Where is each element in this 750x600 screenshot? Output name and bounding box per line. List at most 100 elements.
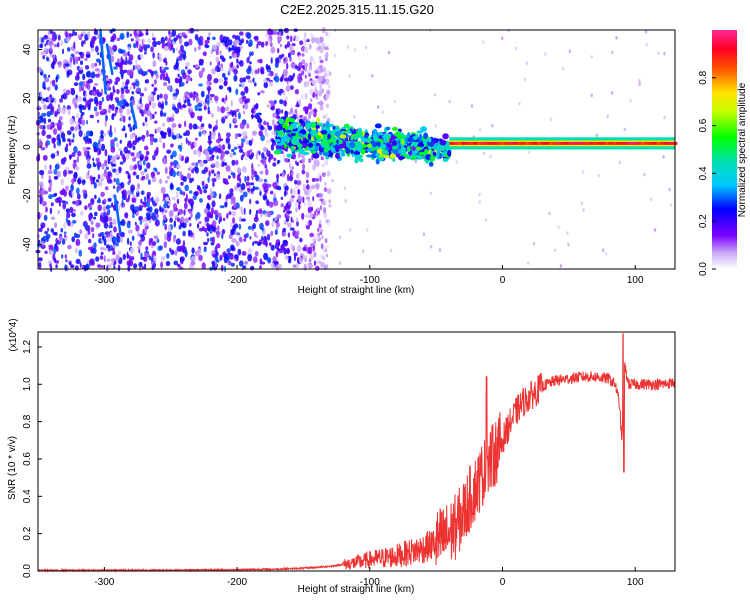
signal-cell bbox=[376, 148, 384, 154]
noise-cell bbox=[51, 79, 56, 87]
noise-cell bbox=[154, 120, 158, 124]
noise-cell bbox=[260, 124, 264, 131]
noise-cell bbox=[181, 222, 187, 229]
noise-cell bbox=[212, 44, 217, 51]
noise-cell bbox=[85, 100, 89, 108]
noise-cell bbox=[303, 81, 307, 88]
noise-cell bbox=[63, 222, 67, 229]
noise-cell bbox=[140, 234, 146, 242]
signal-cell bbox=[442, 158, 449, 162]
noise-cell bbox=[262, 121, 267, 125]
noise-cell bbox=[115, 76, 121, 83]
noise-cell bbox=[67, 138, 71, 142]
noise-cell bbox=[316, 260, 322, 264]
signal-cell bbox=[423, 132, 429, 140]
noise-cell bbox=[307, 201, 312, 208]
noise-cell bbox=[243, 265, 247, 270]
noise-cell bbox=[313, 160, 320, 168]
noise-cell bbox=[132, 145, 136, 151]
noise-cell bbox=[87, 31, 91, 38]
noise-cell bbox=[156, 40, 161, 46]
noise-cell bbox=[155, 72, 159, 80]
noise-cell bbox=[154, 87, 158, 92]
noise-cell bbox=[216, 231, 220, 239]
noise-cell bbox=[178, 37, 183, 45]
noise-cell bbox=[109, 130, 113, 138]
noise-cell bbox=[64, 146, 69, 153]
noise-cell bbox=[176, 163, 181, 169]
signal-cell bbox=[442, 133, 449, 140]
noise-cell bbox=[190, 202, 194, 210]
noise-cell bbox=[239, 77, 244, 83]
noise-cell bbox=[532, 241, 536, 246]
noise-cell bbox=[313, 240, 316, 247]
noise-cell bbox=[164, 66, 169, 70]
noise-cell bbox=[65, 166, 69, 171]
noise-cell bbox=[298, 203, 301, 211]
noise-cell bbox=[223, 256, 229, 264]
signal-cell bbox=[339, 134, 347, 139]
noise-cell bbox=[282, 69, 288, 77]
noise-cell bbox=[284, 44, 288, 49]
noise-cell bbox=[146, 130, 149, 138]
noise-cell bbox=[543, 52, 547, 56]
noise-cell bbox=[164, 36, 168, 41]
noise-cell bbox=[164, 233, 168, 241]
x-tick-label: 100 bbox=[627, 275, 644, 286]
noise-cell bbox=[208, 81, 212, 86]
noise-cell bbox=[325, 263, 329, 270]
signal-cell bbox=[412, 146, 416, 151]
noise-cell bbox=[84, 232, 89, 240]
noise-cell bbox=[306, 69, 310, 75]
noise-cell bbox=[154, 208, 159, 214]
noise-cell bbox=[264, 178, 267, 183]
noise-cell bbox=[239, 122, 245, 130]
noise-cell bbox=[145, 246, 149, 251]
noise-cell bbox=[219, 254, 223, 261]
noise-cell bbox=[297, 188, 300, 195]
noise-cell bbox=[266, 199, 270, 207]
noise-cell bbox=[138, 32, 144, 37]
noise-cell bbox=[277, 247, 280, 252]
noise-cell bbox=[94, 148, 98, 153]
signal-cell bbox=[392, 145, 398, 150]
noise-cell bbox=[77, 177, 82, 185]
noise-cell bbox=[39, 43, 44, 49]
noise-cell bbox=[63, 231, 67, 235]
noise-cell bbox=[595, 133, 598, 138]
noise-cell bbox=[528, 150, 531, 154]
noise-cell bbox=[231, 112, 234, 117]
noise-cell bbox=[147, 38, 152, 43]
noise-cell bbox=[48, 175, 51, 181]
carrier-cell bbox=[465, 141, 471, 145]
noise-cell bbox=[136, 186, 139, 194]
noise-cell bbox=[137, 64, 142, 71]
noise-cell bbox=[50, 228, 55, 233]
noise-cell bbox=[129, 126, 133, 132]
noise-cell bbox=[94, 68, 100, 72]
noise-cell bbox=[65, 37, 70, 42]
noise-cell bbox=[261, 152, 265, 160]
noise-cell bbox=[270, 57, 273, 64]
noise-cell bbox=[41, 129, 46, 136]
noise-cell bbox=[121, 190, 125, 195]
noise-cell bbox=[304, 189, 309, 196]
carrier-cell bbox=[628, 141, 634, 145]
noise-cell bbox=[256, 43, 259, 49]
noise-cell bbox=[43, 164, 48, 171]
noise-cell bbox=[203, 189, 207, 194]
noise-cell bbox=[38, 239, 41, 244]
signal-cell bbox=[325, 142, 330, 149]
noise-cell bbox=[129, 33, 132, 37]
noise-cell bbox=[57, 34, 61, 41]
noise-cell bbox=[305, 108, 309, 115]
noise-cell bbox=[159, 66, 162, 74]
noise-cell bbox=[289, 56, 292, 62]
noise-cell bbox=[230, 262, 235, 267]
noise-cell bbox=[230, 244, 235, 251]
noise-cell bbox=[78, 119, 81, 124]
noise-cell bbox=[265, 40, 269, 47]
noise-cell bbox=[149, 114, 153, 120]
noise-cell bbox=[93, 242, 97, 249]
noise-cell bbox=[121, 128, 126, 132]
